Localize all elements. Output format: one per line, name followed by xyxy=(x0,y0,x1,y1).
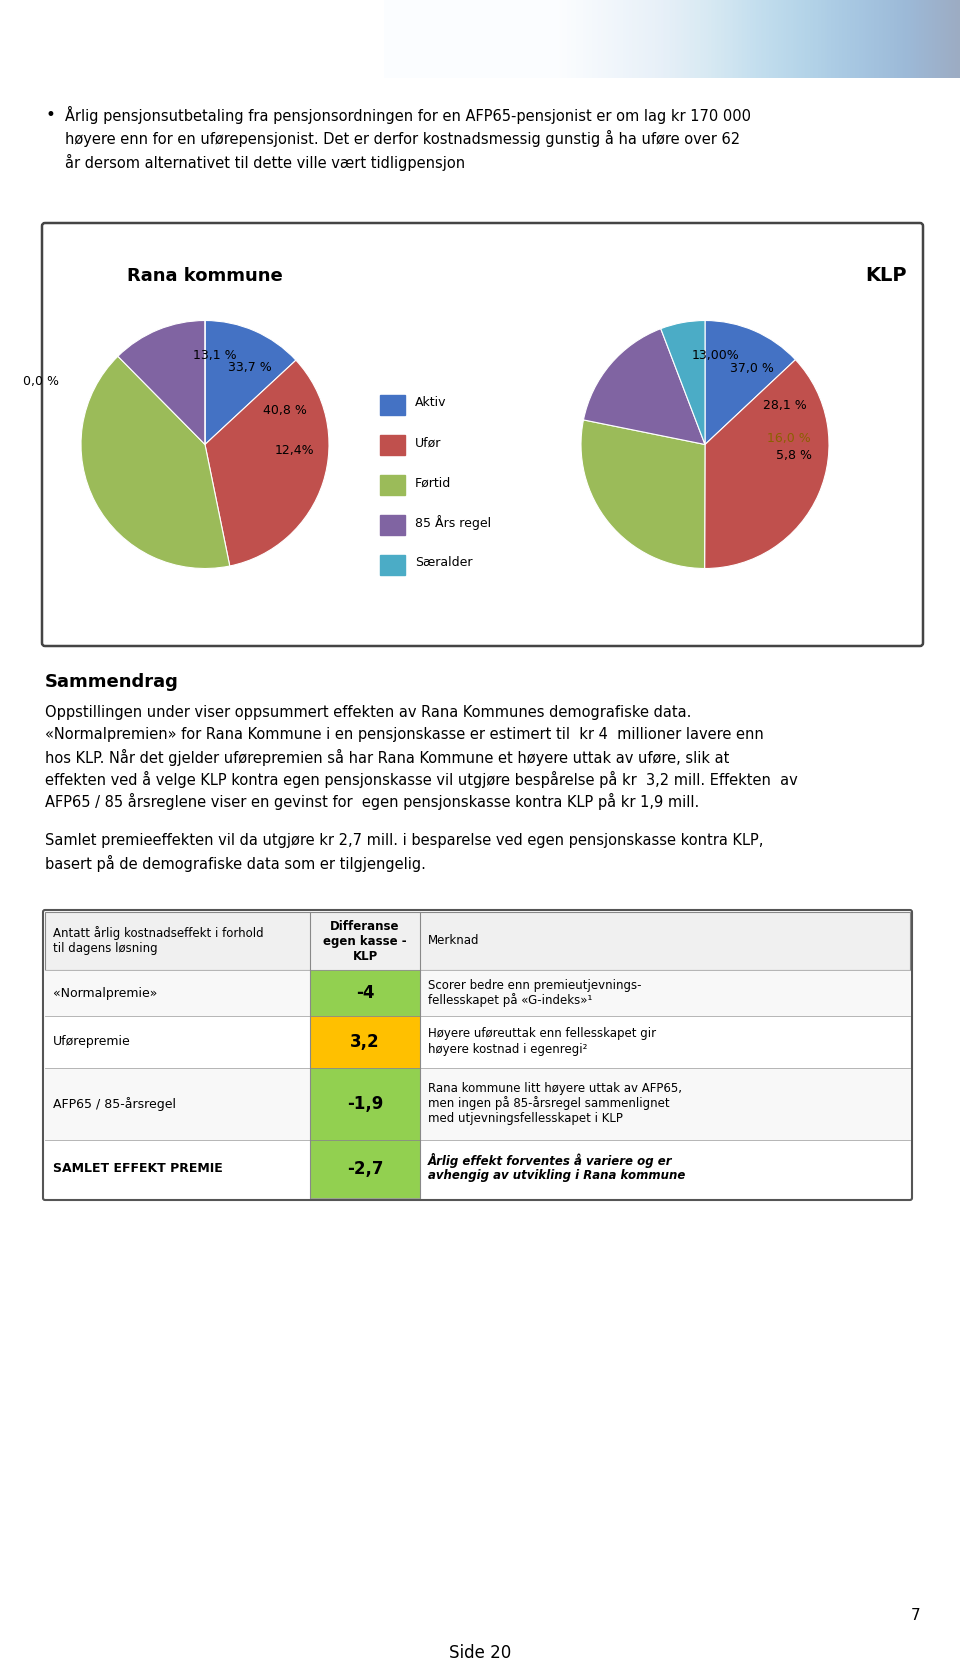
Text: effekten ved å velge KLP kontra egen pensjonskasse vil utgjøre bespårelse på kr : effekten ved å velge KLP kontra egen pen… xyxy=(45,770,798,789)
Text: Førtid: Førtid xyxy=(415,476,451,490)
Text: fellesskapet på «G-indeks»¹: fellesskapet på «G-indeks»¹ xyxy=(428,993,592,1008)
Wedge shape xyxy=(81,356,229,568)
FancyBboxPatch shape xyxy=(42,222,923,647)
Bar xyxy=(45,912,910,969)
Text: 12,4%: 12,4% xyxy=(275,444,314,456)
Bar xyxy=(45,1068,910,1140)
Text: Forsikringsmegling: Forsikringsmegling xyxy=(105,30,251,45)
Text: år dersom alternativet til dette ville vært tidligpensjon: år dersom alternativet til dette ville v… xyxy=(65,154,466,170)
Bar xyxy=(380,515,405,535)
Text: 28,1 %: 28,1 % xyxy=(763,399,807,413)
Wedge shape xyxy=(660,321,705,444)
Wedge shape xyxy=(205,321,296,444)
Text: AFP65 / 85 årsreglene viser en gevinst for  egen pensjonskasse kontra KLP på kr : AFP65 / 85 årsreglene viser en gevinst f… xyxy=(45,794,699,810)
Text: Differanse
egen kasse -
KLP: Differanse egen kasse - KLP xyxy=(324,919,407,962)
Text: 0,0 %: 0,0 % xyxy=(23,374,60,388)
Text: -4: -4 xyxy=(356,984,374,1003)
Wedge shape xyxy=(205,361,329,566)
Bar xyxy=(310,969,420,1016)
Bar xyxy=(45,969,910,1016)
Bar xyxy=(380,394,405,414)
Wedge shape xyxy=(584,329,705,444)
Bar xyxy=(45,1140,910,1198)
Text: men ingen på 85-årsregel sammenlignet: men ingen på 85-årsregel sammenlignet xyxy=(428,1096,670,1111)
Text: Merknad: Merknad xyxy=(428,934,479,947)
Text: Antatt årlig kostnadseffekt i forhold
til dagens løsning: Antatt årlig kostnadseffekt i forhold ti… xyxy=(53,926,264,956)
Text: 3,2: 3,2 xyxy=(350,1033,380,1051)
Wedge shape xyxy=(705,321,796,444)
Wedge shape xyxy=(118,321,205,444)
Text: med utjevningsfellesskapet i KLP: med utjevningsfellesskapet i KLP xyxy=(428,1111,623,1125)
Text: høyere kostnad i egenregi²: høyere kostnad i egenregi² xyxy=(428,1043,588,1056)
Text: Høyere uføreuttak enn fellesskapet gir: Høyere uføreuttak enn fellesskapet gir xyxy=(428,1028,656,1041)
Text: Uførepremie: Uførepremie xyxy=(53,1036,131,1048)
Bar xyxy=(380,555,405,575)
Text: Aktiv: Aktiv xyxy=(415,396,446,409)
Text: Ufør: Ufør xyxy=(415,436,442,449)
Text: Pareto: Pareto xyxy=(18,25,105,50)
Text: Samlet premieeffekten vil da utgjøre kr 2,7 mill. i besparelse ved egen pensjons: Samlet premieeffekten vil da utgjøre kr … xyxy=(45,834,763,847)
Text: Særalder: Særalder xyxy=(415,556,472,570)
Text: 40,8 %: 40,8 % xyxy=(263,404,307,418)
Text: Årlig pensjonsutbetaling fra pensjonsordningen for en AFP65-pensjonist er om lag: Årlig pensjonsutbetaling fra pensjonsord… xyxy=(65,105,751,124)
Text: 37,0 %: 37,0 % xyxy=(730,363,774,374)
Text: 5,8 %: 5,8 % xyxy=(776,449,811,461)
Text: 16,0 %: 16,0 % xyxy=(767,433,811,444)
Wedge shape xyxy=(581,419,705,568)
Text: 13,1 %: 13,1 % xyxy=(193,349,237,363)
Bar xyxy=(310,1140,420,1198)
Text: Scorer bedre enn premieutjevnings-: Scorer bedre enn premieutjevnings- xyxy=(428,979,641,991)
Text: «Normalpremie»: «Normalpremie» xyxy=(53,986,157,999)
Text: «Normalpremien» for Rana Kommune i en pensjonskasse er estimert til  kr 4  milli: «Normalpremien» for Rana Kommune i en pe… xyxy=(45,727,764,742)
Text: basert på de demografiske data som er tilgjengelig.: basert på de demografiske data som er ti… xyxy=(45,856,426,872)
Text: hos KLP. Når det gjelder uførepremien så har Rana Kommune et høyere uttak av ufø: hos KLP. Når det gjelder uførepremien så… xyxy=(45,749,730,765)
Text: Årlig effekt forventes å variere og er: Årlig effekt forventes å variere og er xyxy=(428,1153,673,1168)
Text: •: • xyxy=(45,105,55,124)
Text: Rana kommune litt høyere uttak av AFP65,: Rana kommune litt høyere uttak av AFP65, xyxy=(428,1083,682,1095)
Text: SAMLET EFFEKT PREMIE: SAMLET EFFEKT PREMIE xyxy=(53,1163,223,1175)
Bar xyxy=(310,1016,420,1068)
Text: 85 Års regel: 85 Års regel xyxy=(415,516,492,530)
Title: Rana kommune: Rana kommune xyxy=(127,267,283,286)
Text: avhengig av utvikling i Rana kommune: avhengig av utvikling i Rana kommune xyxy=(428,1170,685,1183)
Text: -1,9: -1,9 xyxy=(347,1095,383,1113)
Bar xyxy=(45,1016,910,1068)
Text: 33,7 %: 33,7 % xyxy=(228,361,272,374)
Text: høyere enn for en uførepensjonist. Det er derfor kostnadsmessig gunstig å ha ufø: høyere enn for en uførepensjonist. Det e… xyxy=(65,130,740,147)
Bar xyxy=(380,434,405,455)
Bar xyxy=(380,475,405,495)
Text: Sammendrag: Sammendrag xyxy=(45,673,179,692)
Text: Side 20: Side 20 xyxy=(449,1644,511,1663)
Text: 7: 7 xyxy=(910,1609,920,1624)
Wedge shape xyxy=(705,359,829,568)
Text: KLP: KLP xyxy=(865,266,906,286)
FancyBboxPatch shape xyxy=(43,911,912,1200)
Bar xyxy=(310,1068,420,1140)
Text: Oppstillingen under viser oppsummert effekten av Rana Kommunes demografiske data: Oppstillingen under viser oppsummert eff… xyxy=(45,705,691,720)
Text: 13,00%: 13,00% xyxy=(691,349,739,363)
Text: AFP65 / 85-årsregel: AFP65 / 85-årsregel xyxy=(53,1098,176,1111)
Text: -2,7: -2,7 xyxy=(347,1160,383,1178)
